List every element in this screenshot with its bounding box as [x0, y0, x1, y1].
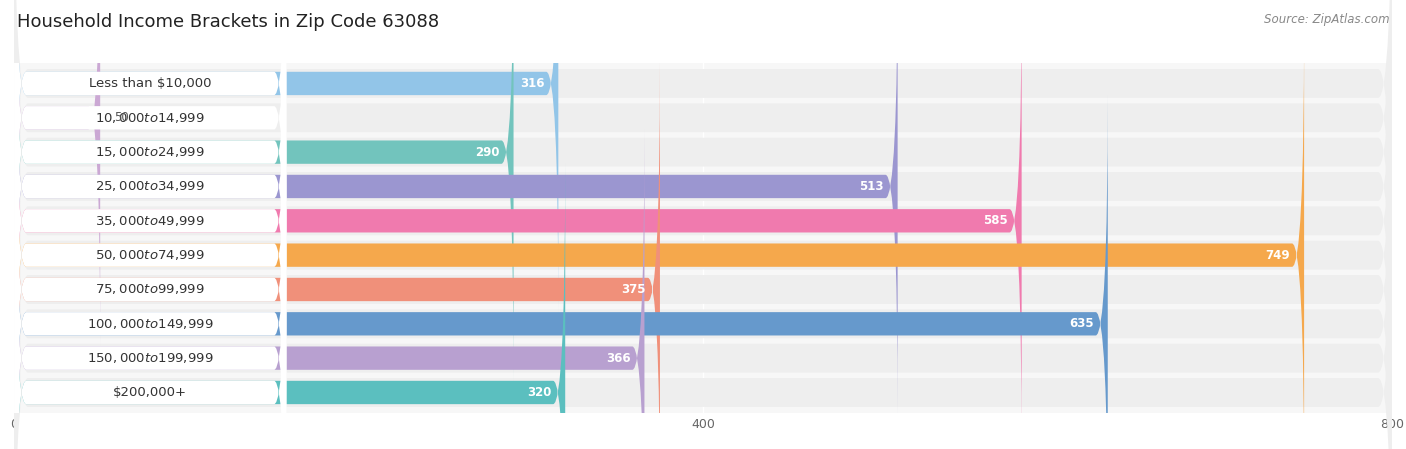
FancyBboxPatch shape — [14, 0, 558, 312]
Text: $75,000 to $99,999: $75,000 to $99,999 — [96, 282, 205, 296]
FancyBboxPatch shape — [14, 0, 1022, 449]
FancyBboxPatch shape — [14, 0, 287, 415]
Text: 50: 50 — [114, 111, 129, 124]
FancyBboxPatch shape — [14, 61, 287, 449]
Text: Source: ZipAtlas.com: Source: ZipAtlas.com — [1264, 13, 1389, 26]
Text: $25,000 to $34,999: $25,000 to $34,999 — [96, 180, 205, 194]
FancyBboxPatch shape — [14, 95, 287, 449]
FancyBboxPatch shape — [14, 26, 1305, 449]
FancyBboxPatch shape — [14, 0, 100, 347]
Text: 290: 290 — [475, 145, 499, 158]
FancyBboxPatch shape — [14, 0, 287, 347]
FancyBboxPatch shape — [14, 29, 1392, 449]
Text: 749: 749 — [1265, 249, 1291, 262]
FancyBboxPatch shape — [14, 0, 1392, 344]
FancyBboxPatch shape — [14, 129, 287, 449]
FancyBboxPatch shape — [14, 164, 287, 449]
Text: $15,000 to $24,999: $15,000 to $24,999 — [96, 145, 205, 159]
FancyBboxPatch shape — [14, 61, 659, 449]
FancyBboxPatch shape — [14, 0, 1392, 449]
FancyBboxPatch shape — [14, 0, 897, 415]
FancyBboxPatch shape — [14, 98, 1392, 449]
Text: 585: 585 — [983, 214, 1008, 227]
Text: $200,000+: $200,000+ — [112, 386, 187, 399]
Text: Less than $10,000: Less than $10,000 — [89, 77, 211, 90]
Text: $50,000 to $74,999: $50,000 to $74,999 — [96, 248, 205, 262]
FancyBboxPatch shape — [14, 26, 287, 449]
FancyBboxPatch shape — [14, 132, 1392, 449]
Text: 316: 316 — [520, 77, 544, 90]
FancyBboxPatch shape — [14, 0, 1392, 412]
Text: $100,000 to $149,999: $100,000 to $149,999 — [87, 317, 214, 331]
Text: 635: 635 — [1070, 317, 1094, 330]
Text: 375: 375 — [621, 283, 647, 296]
FancyBboxPatch shape — [14, 0, 287, 312]
Text: 320: 320 — [527, 386, 551, 399]
Text: 513: 513 — [859, 180, 884, 193]
Text: $10,000 to $14,999: $10,000 to $14,999 — [96, 111, 205, 125]
FancyBboxPatch shape — [14, 164, 565, 449]
FancyBboxPatch shape — [14, 0, 287, 449]
Text: 366: 366 — [606, 352, 631, 365]
FancyBboxPatch shape — [14, 129, 644, 449]
Text: $150,000 to $199,999: $150,000 to $199,999 — [87, 351, 214, 365]
FancyBboxPatch shape — [14, 0, 1392, 447]
FancyBboxPatch shape — [14, 95, 1108, 449]
FancyBboxPatch shape — [14, 0, 513, 381]
FancyBboxPatch shape — [14, 64, 1392, 449]
Text: $35,000 to $49,999: $35,000 to $49,999 — [96, 214, 205, 228]
FancyBboxPatch shape — [14, 0, 287, 381]
FancyBboxPatch shape — [14, 0, 1392, 378]
FancyBboxPatch shape — [14, 0, 1392, 449]
Text: Household Income Brackets in Zip Code 63088: Household Income Brackets in Zip Code 63… — [17, 13, 439, 31]
